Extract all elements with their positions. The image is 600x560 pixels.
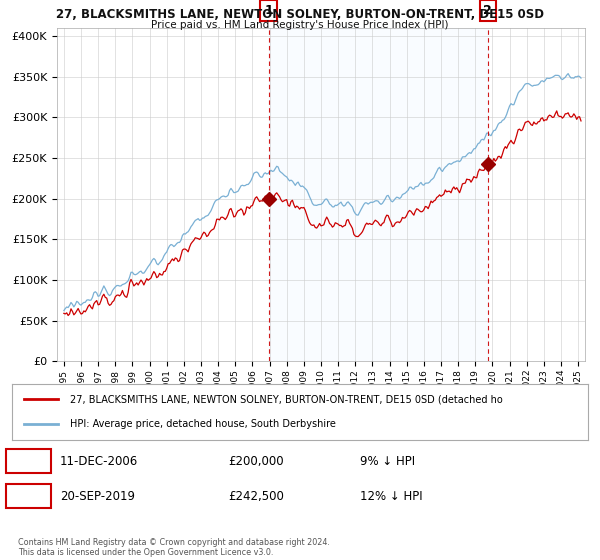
Text: 11-DEC-2006: 11-DEC-2006	[60, 455, 138, 468]
FancyBboxPatch shape	[6, 449, 51, 473]
Text: 27, BLACKSMITHS LANE, NEWTON SOLNEY, BURTON-ON-TRENT, DE15 0SD: 27, BLACKSMITHS LANE, NEWTON SOLNEY, BUR…	[56, 8, 544, 21]
Text: Price paid vs. HM Land Registry's House Price Index (HPI): Price paid vs. HM Land Registry's House …	[151, 20, 449, 30]
Text: 20-SEP-2019: 20-SEP-2019	[60, 489, 135, 502]
Text: HPI: Average price, detached house, South Derbyshire: HPI: Average price, detached house, Sout…	[70, 419, 335, 429]
Text: Contains HM Land Registry data © Crown copyright and database right 2024.
This d: Contains HM Land Registry data © Crown c…	[18, 538, 330, 557]
Text: 1: 1	[24, 455, 32, 468]
Text: 27, BLACKSMITHS LANE, NEWTON SOLNEY, BURTON-ON-TRENT, DE15 0SD (detached ho: 27, BLACKSMITHS LANE, NEWTON SOLNEY, BUR…	[70, 394, 502, 404]
Text: 12% ↓ HPI: 12% ↓ HPI	[360, 489, 422, 502]
FancyBboxPatch shape	[6, 484, 51, 508]
Bar	[269, 28, 488, 361]
Text: 2: 2	[483, 4, 492, 17]
Text: £242,500: £242,500	[228, 489, 284, 502]
Text: 9% ↓ HPI: 9% ↓ HPI	[360, 455, 415, 468]
Text: 2: 2	[24, 489, 32, 502]
Text: 1: 1	[264, 4, 273, 17]
Text: £200,000: £200,000	[228, 455, 284, 468]
